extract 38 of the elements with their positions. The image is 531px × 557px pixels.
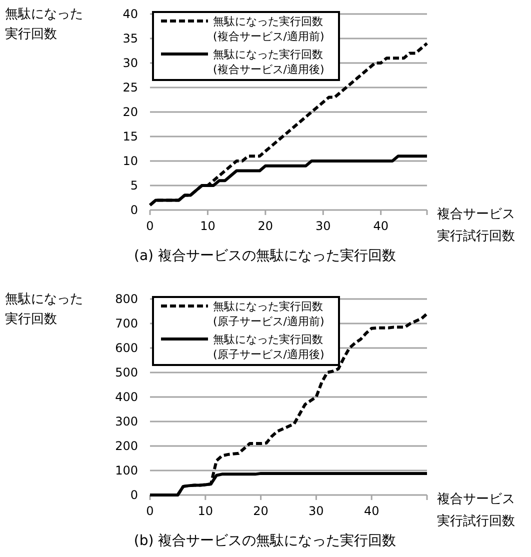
y-tick-label: 600	[115, 341, 138, 355]
y-tick-label: 10	[122, 154, 138, 168]
x-tick-label: 10	[198, 504, 214, 518]
y-tick-label: 800	[115, 292, 138, 306]
y-axis-title: 無駄になった実行回数	[5, 7, 83, 42]
legend-label: 無駄になった実行回数 (原子サービス/適用後)	[213, 333, 324, 361]
y-tick-label: 30	[122, 56, 138, 70]
legend-label: 無駄になった実行回数 (原子サービス/適用前)	[213, 300, 324, 328]
x-tick-label: 20	[253, 504, 268, 518]
legend-label: 無駄になった実行回数 (複合サービス/適用後)	[213, 48, 324, 76]
x-axis-title: 複合サービス実行試行回数	[437, 207, 515, 244]
x-tick-label: 0	[146, 504, 154, 518]
y-tick-label: 0	[130, 203, 138, 217]
y-tick-label: 0	[130, 488, 138, 502]
y-tick-label: 25	[122, 80, 138, 94]
text: (a) 複合サービスの無駄になった実行回数	[134, 248, 396, 264]
y-tick-label: 40	[122, 7, 138, 21]
y-tick-label: 500	[115, 366, 138, 380]
x-tick-label: 30	[308, 504, 324, 518]
y-tick-label: 20	[122, 105, 138, 119]
y-tick-label: 400	[115, 390, 138, 404]
x-tick-label: 0	[146, 219, 154, 233]
x-axis-title: 複合サービス実行試行回数	[437, 492, 515, 529]
y-tick-label: 300	[115, 414, 138, 428]
x-tick-label: 10	[200, 219, 216, 233]
legend-label: 無駄になった実行回数 (複合サービス/適用前)	[213, 15, 324, 43]
x-tick-label: 40	[364, 504, 380, 518]
x-tick-label: 20	[258, 219, 274, 233]
x-tick-label: 30	[315, 219, 331, 233]
y-tick-label: 5	[130, 178, 138, 192]
y-tick-label: 100	[115, 464, 138, 478]
y-tick-label: 15	[122, 130, 138, 144]
y-tick-label: 700	[115, 316, 138, 330]
y-tick-label: 35	[122, 32, 138, 46]
y-tick-label: 200	[115, 439, 138, 453]
x-tick-label: 40	[373, 219, 388, 233]
text: (b) 複合サービスの無駄になった実行回数	[134, 533, 396, 549]
y-axis-title: 無駄になった実行回数	[5, 292, 83, 327]
